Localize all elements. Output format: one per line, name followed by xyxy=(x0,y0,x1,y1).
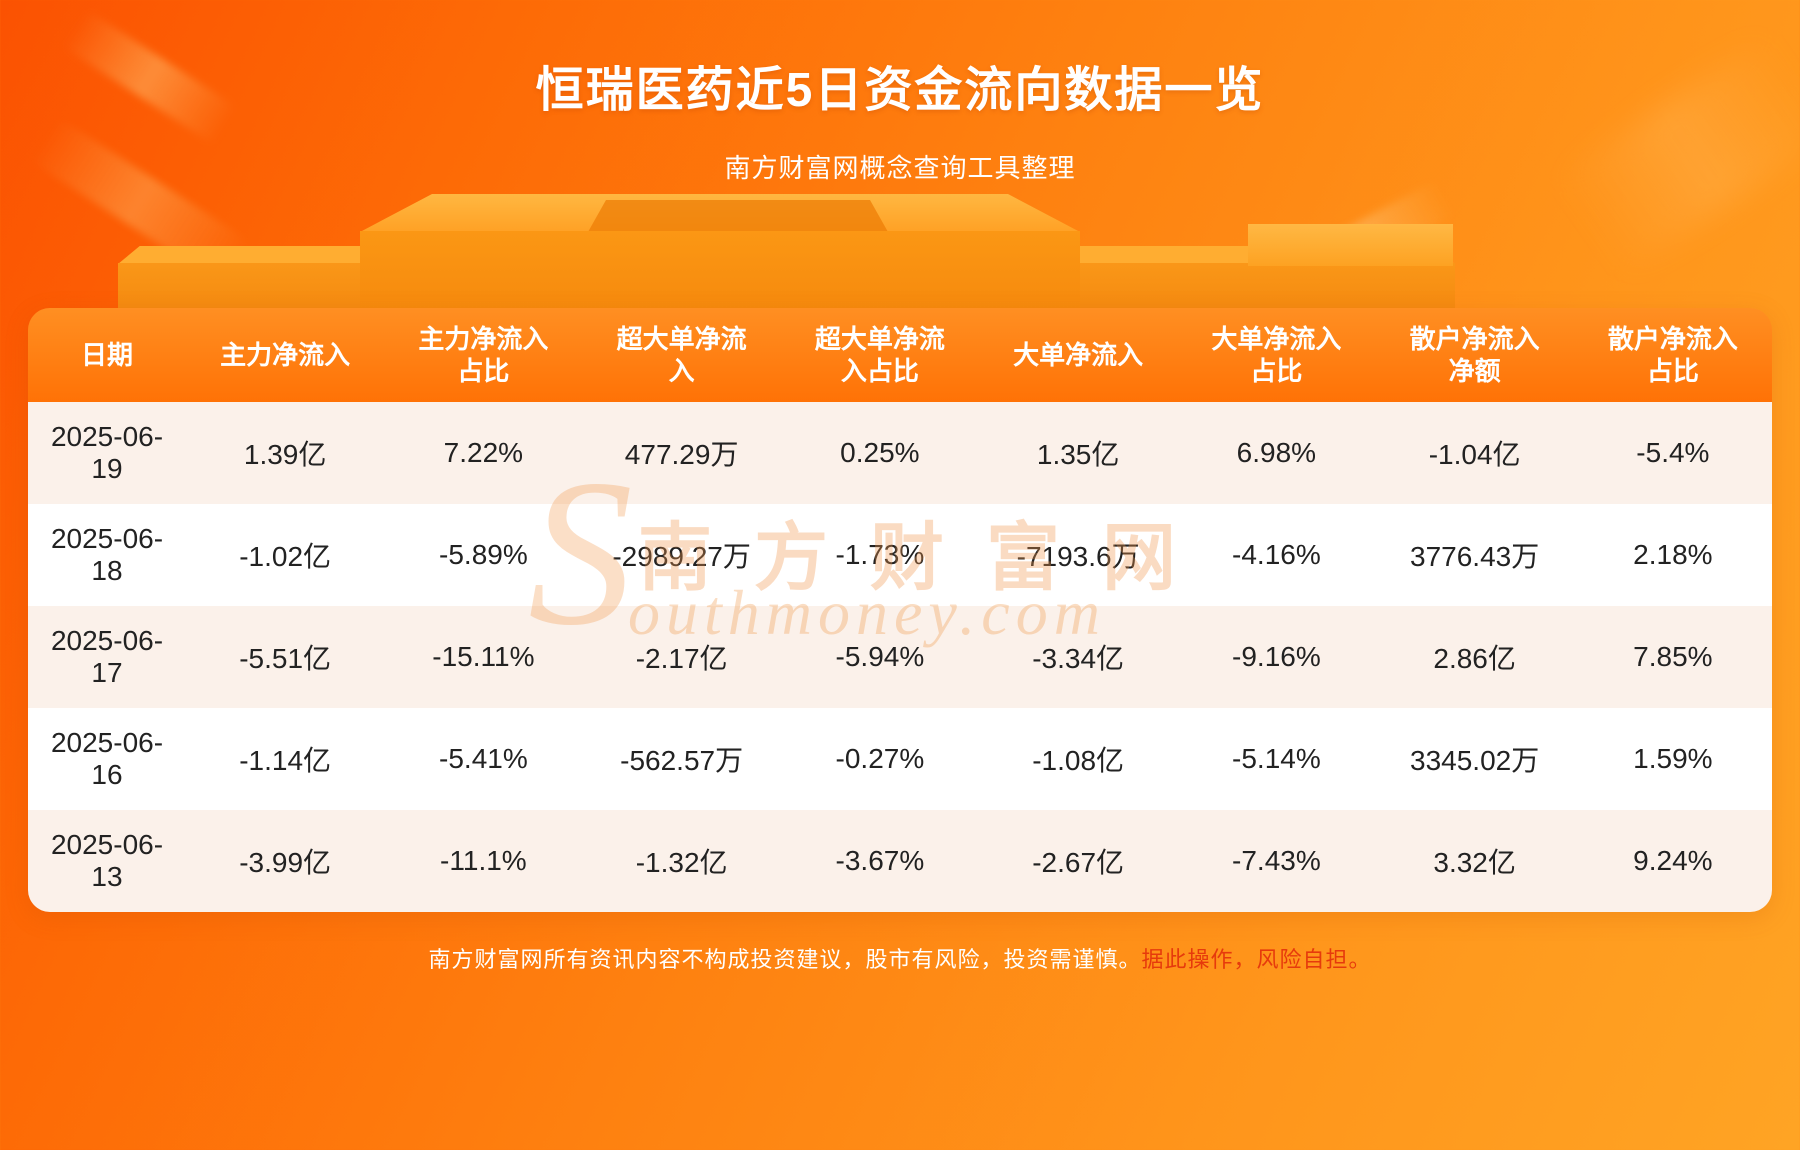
table-cell: -1.04亿 xyxy=(1428,439,1521,470)
column-header: 超大单净流入占比 xyxy=(814,323,945,387)
column-header: 日期 xyxy=(80,339,133,370)
table-row: 2025-06-13 -3.99亿 -11.1% -1.32亿 -3.67% -2.67亿… xyxy=(28,810,1772,912)
page-title: 恒瑞医药近5日资金流向数据一览 xyxy=(535,64,1265,117)
table-cell: -4.16% xyxy=(1232,539,1321,570)
table-cell: 2025-06-13 xyxy=(50,829,164,892)
table-cell: 1.59% xyxy=(1633,743,1713,774)
table-cell: -1.02亿 xyxy=(239,541,332,572)
table-cell: 3.32亿 xyxy=(1433,847,1516,878)
table-cell: -11.1% xyxy=(440,845,527,876)
table-cell: -5.14% xyxy=(1232,743,1321,774)
table-cell: -1.32亿 xyxy=(635,847,728,878)
footer-disclaimer-text: 南方财富网所有资讯内容不构成投资建议，股市有风险，投资需谨慎。 xyxy=(428,947,1142,972)
table-cell: -2.17亿 xyxy=(635,643,728,674)
fund-flow-table: 日期 主力净流入 主力净流入占比 超大单净流入 超大单净流入占比 大单净流入 大单净流入占比… xyxy=(28,308,1772,912)
podium-left-top-face xyxy=(118,246,428,264)
table-cell: -5.41% xyxy=(439,743,528,774)
column-header: 散户净流入净额 xyxy=(1409,323,1540,387)
table-cell: 7.85% xyxy=(1633,641,1713,672)
table-cell: 2025-06-19 xyxy=(50,421,164,484)
table-cell: -5.51亿 xyxy=(239,643,332,674)
table-cell: 477.29万 xyxy=(624,439,739,470)
table-cell: 2.86亿 xyxy=(1433,643,1516,674)
table-header-row: 日期 主力净流入 主力净流入占比 超大单净流入 超大单净流入占比 大单净流入 大单净流入占比… xyxy=(28,308,1772,402)
table-cell: -1.14亿 xyxy=(239,745,332,776)
table-row: 2025-06-19 1.39亿 7.22% 477.29万 0.25% 1.35亿 6.9… xyxy=(28,402,1772,504)
column-header: 主力净流入 xyxy=(220,339,351,370)
table-row: 2025-06-17 -5.51亿 -15.11% -2.17亿 -5.94% -3.34… xyxy=(28,606,1772,708)
table-cell: -1.08亿 xyxy=(1032,745,1125,776)
podium-center-front-face xyxy=(360,231,1080,311)
table-cell: -5.4% xyxy=(1636,437,1710,468)
table-body: 2025-06-19 1.39亿 7.22% 477.29万 0.25% 1.35亿 6.9… xyxy=(28,402,1772,912)
column-header: 大单净流入 xyxy=(1013,339,1144,370)
table-cell: -2.67亿 xyxy=(1032,847,1125,878)
table-cell: -7193.6万 xyxy=(1016,541,1140,572)
podium-right-box xyxy=(1248,224,1453,266)
table-cell: -7.43% xyxy=(1232,845,1321,876)
table-cell: 6.98% xyxy=(1236,437,1317,468)
table-cell: 9.24% xyxy=(1633,845,1713,876)
table-cell: 3776.43万 xyxy=(1410,541,1540,572)
table-cell: -3.67% xyxy=(835,845,925,876)
column-header: 大单净流入占比 xyxy=(1211,323,1342,387)
table-cell: -5.89% xyxy=(439,539,528,570)
table-row: 2025-06-16 -1.14亿 -5.41% -562.57万 -0.27% -1.0… xyxy=(28,708,1772,810)
table-cell: -2989.27万 xyxy=(612,541,751,572)
footer-disclaimer: 南方财富网所有资讯内容不构成投资建议，股市有风险，投资需谨慎。据此操作，风险自担… xyxy=(0,942,1800,974)
table-cell: 2025-06-18 xyxy=(50,523,164,586)
table-cell: 0.25% xyxy=(840,437,920,468)
column-header: 主力净流入占比 xyxy=(418,323,549,387)
table-cell: -15.11% xyxy=(432,641,535,672)
table-cell: 2.18% xyxy=(1633,539,1713,570)
table-cell: -562.57万 xyxy=(620,745,744,776)
table-cell: -5.94% xyxy=(835,641,925,672)
column-header: 超大单净流入 xyxy=(616,323,747,387)
table-cell: 2025-06-17 xyxy=(50,625,164,688)
table-cell: 1.39亿 xyxy=(243,439,327,470)
table-cell: -3.34亿 xyxy=(1032,643,1125,674)
table-cell: 3345.02万 xyxy=(1410,745,1540,776)
table-cell: 1.35亿 xyxy=(1036,439,1120,470)
table-cell: 2025-06-16 xyxy=(50,727,164,790)
table-cell: 7.22% xyxy=(443,437,524,468)
table-cell: -3.99亿 xyxy=(239,847,332,878)
table-cell: -1.73% xyxy=(835,539,925,570)
table-row: 2025-06-18 -1.02亿 -5.89% -2989.27万 -1.73% -71… xyxy=(28,504,1772,606)
podium-center-inner-face xyxy=(588,200,888,232)
table-cell: -9.16% xyxy=(1232,641,1321,672)
footer-risk-text: 据此操作，风险自担。 xyxy=(1141,947,1372,972)
table-cell: -0.27% xyxy=(835,743,925,774)
page-subtitle: 南方财富网概念查询工具整理 xyxy=(724,153,1076,183)
podium-right-front-face xyxy=(1040,263,1455,311)
column-header: 散户净流入占比 xyxy=(1607,323,1738,387)
